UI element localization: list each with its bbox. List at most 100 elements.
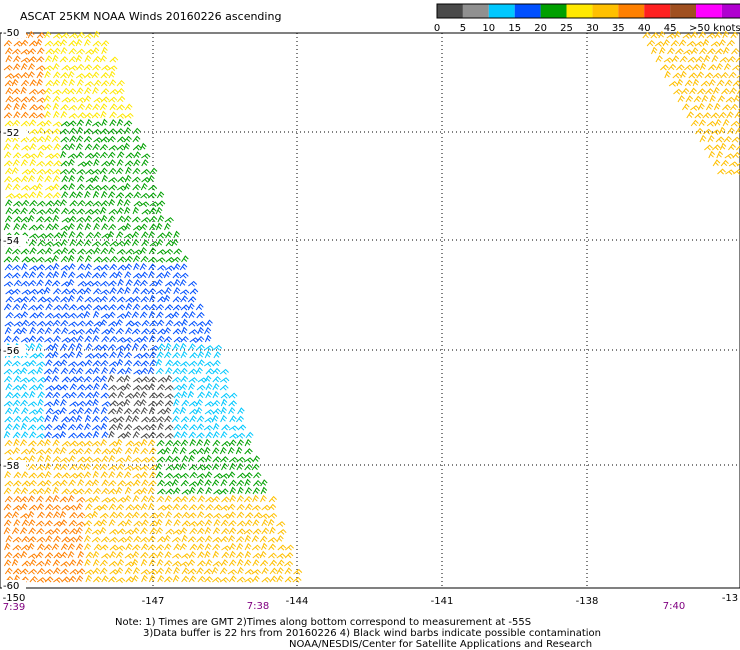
wind-barb bbox=[197, 551, 205, 559]
wind-barb bbox=[173, 519, 181, 527]
legend-tick-label: 10 bbox=[482, 23, 495, 34]
wind-barb bbox=[228, 527, 237, 535]
wind-barb bbox=[711, 54, 719, 63]
wind-barb bbox=[124, 567, 133, 575]
wind-barb bbox=[188, 431, 197, 439]
wind-barb bbox=[28, 440, 37, 447]
wind-barb bbox=[116, 313, 127, 319]
wind-barb bbox=[108, 280, 117, 287]
wind-barb bbox=[213, 504, 222, 511]
wind-barb bbox=[52, 391, 61, 399]
wind-barb bbox=[165, 231, 173, 239]
wind-barb bbox=[188, 504, 198, 511]
wind-barb bbox=[211, 399, 221, 407]
wind-barb bbox=[165, 256, 175, 263]
wind-barb bbox=[117, 558, 125, 567]
legend-tick-label: 35 bbox=[612, 23, 625, 34]
wind-barb bbox=[187, 536, 197, 543]
wind-barb bbox=[83, 520, 93, 527]
wind-barb bbox=[45, 223, 54, 231]
wind-barb bbox=[19, 527, 28, 535]
wind-barb bbox=[131, 558, 139, 567]
wind-barb bbox=[148, 447, 157, 455]
wind-barb bbox=[116, 296, 126, 303]
wind-barb bbox=[219, 577, 230, 583]
wind-barb bbox=[220, 414, 228, 423]
wind-barb bbox=[211, 414, 219, 423]
wind-barb bbox=[148, 310, 156, 319]
wind-barb bbox=[67, 543, 75, 551]
wind-barb bbox=[116, 358, 124, 367]
wind-barb bbox=[11, 392, 21, 399]
wind-barb bbox=[269, 575, 278, 583]
wind-barb bbox=[261, 567, 269, 575]
wind-barb bbox=[156, 257, 166, 263]
wind-barb bbox=[236, 535, 245, 543]
wind-barb bbox=[51, 128, 61, 135]
wind-barb bbox=[727, 55, 736, 63]
wind-barb bbox=[75, 543, 84, 551]
wind-barb bbox=[149, 392, 158, 399]
wind-barb bbox=[36, 168, 46, 175]
wind-barb bbox=[212, 439, 221, 447]
wind-barb bbox=[260, 479, 268, 487]
wind-barb bbox=[108, 470, 116, 479]
wind-barb bbox=[156, 351, 164, 359]
wind-barb bbox=[11, 264, 21, 271]
wind-barb bbox=[19, 568, 29, 575]
wind-barb bbox=[11, 208, 21, 215]
wind-barb bbox=[690, 119, 699, 127]
wind-barb bbox=[732, 64, 740, 71]
wind-barb bbox=[212, 456, 222, 463]
wind-barb bbox=[27, 256, 37, 263]
wind-barb bbox=[205, 431, 214, 439]
wind-barb bbox=[75, 423, 84, 431]
wind-barb bbox=[44, 40, 54, 47]
wind-barb bbox=[53, 304, 63, 311]
wind-barb bbox=[132, 127, 141, 135]
legend-tick-label: 25 bbox=[560, 23, 573, 34]
wind-barb bbox=[4, 470, 12, 479]
wind-barb bbox=[13, 193, 23, 199]
wind-barb bbox=[52, 313, 63, 319]
wind-barb bbox=[69, 401, 79, 407]
wind-barb bbox=[92, 86, 99, 95]
wind-barb bbox=[67, 120, 77, 127]
wind-barb bbox=[36, 190, 44, 199]
wind-barb bbox=[44, 568, 54, 575]
wind-barb bbox=[197, 391, 206, 399]
wind-barb bbox=[101, 118, 108, 127]
wind-barb bbox=[59, 353, 70, 359]
wind-barb bbox=[213, 473, 223, 479]
wind-barb bbox=[195, 406, 203, 415]
wind-barb bbox=[67, 536, 77, 543]
wind-barb bbox=[115, 446, 123, 455]
wind-barb bbox=[211, 495, 221, 503]
wind-barb bbox=[116, 104, 125, 111]
wind-barb bbox=[35, 495, 44, 503]
wind-barb bbox=[43, 543, 53, 551]
wind-barb bbox=[59, 359, 68, 367]
wind-barb bbox=[107, 151, 116, 159]
wind-barb bbox=[181, 326, 188, 335]
legend-tick-label: 15 bbox=[508, 23, 521, 34]
wind-barb bbox=[711, 129, 721, 135]
wind-barb bbox=[115, 167, 124, 175]
wind-barb bbox=[67, 88, 77, 95]
wind-barb bbox=[92, 550, 100, 559]
wind-barb bbox=[67, 351, 76, 359]
wind-barb bbox=[683, 49, 693, 55]
wind-barb bbox=[229, 486, 237, 495]
wind-barb bbox=[173, 463, 181, 471]
wind-barb bbox=[140, 360, 150, 367]
wind-barb bbox=[84, 527, 93, 535]
wind-barb bbox=[36, 311, 45, 319]
wind-barb bbox=[116, 416, 125, 423]
wind-barb bbox=[84, 38, 91, 47]
wind-barb bbox=[728, 71, 737, 79]
wind-barb bbox=[75, 342, 83, 351]
wind-barb bbox=[165, 319, 174, 327]
wind-barb bbox=[20, 337, 31, 343]
wind-barb bbox=[59, 184, 69, 191]
wind-barb bbox=[35, 520, 45, 527]
